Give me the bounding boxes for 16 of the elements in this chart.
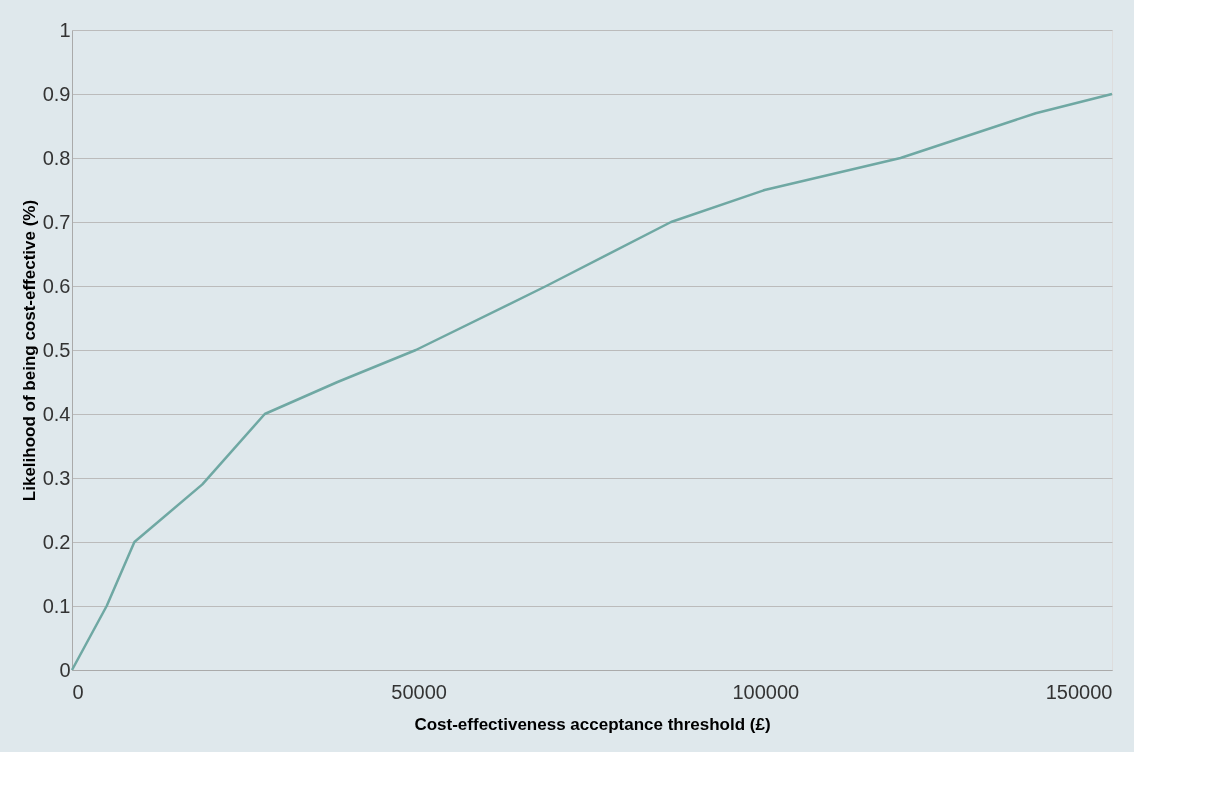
y-tick-label: 0.2	[42, 530, 71, 553]
y-tick-label: 0.3	[42, 466, 71, 489]
y-axis-title: Likelihood of being cost-effective (%)	[19, 199, 39, 502]
x-tick-label: 150000	[1045, 680, 1113, 703]
y-tick-label: 0.8	[42, 146, 71, 169]
y-tick-label: 0.7	[42, 210, 71, 233]
y-tick-label: 0.4	[42, 402, 71, 425]
y-tick-label: 1	[59, 18, 71, 41]
y-tick-label: 0.6	[42, 274, 71, 297]
x-tick-label: 50000	[391, 680, 447, 703]
y-tick-label: 0.1	[42, 594, 71, 617]
y-tick-label: 0	[59, 658, 71, 681]
y-tick-label: 0.5	[42, 338, 71, 361]
y-tick-label: 0.9	[42, 82, 71, 105]
x-axis-title: Cost-effectiveness acceptance threshold (£)	[414, 714, 771, 734]
x-tick-label: 100000	[732, 680, 800, 703]
